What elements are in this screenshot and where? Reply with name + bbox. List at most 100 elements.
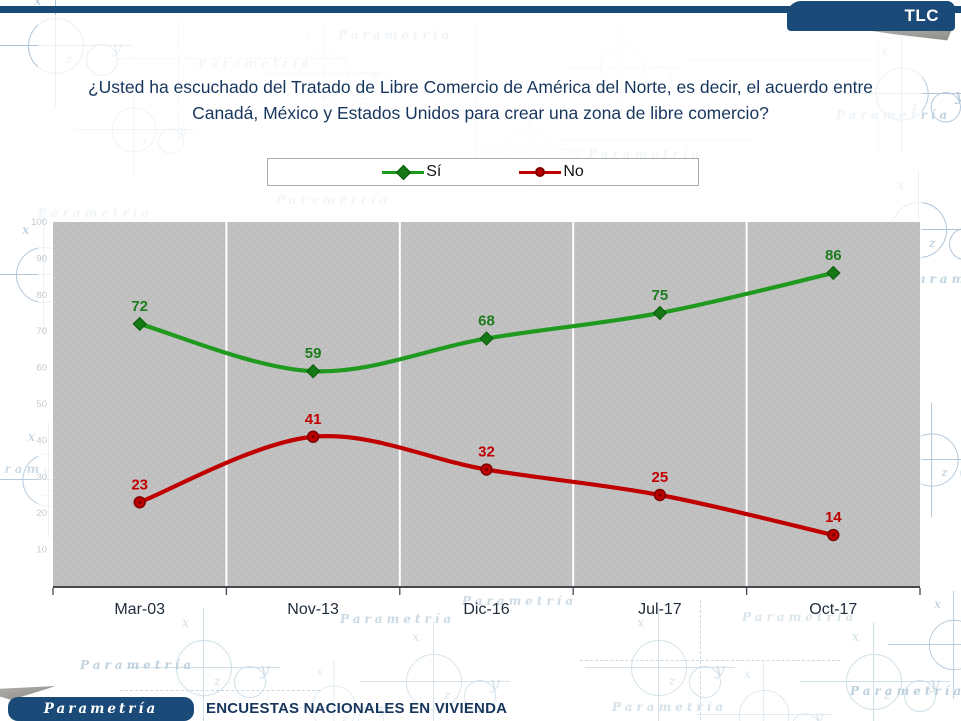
background-sketch-motif: x z y	[130, 608, 280, 721]
background-sketch-motif: x z y	[585, 608, 735, 721]
watermark-letter-x: x	[22, 223, 30, 238]
watermark-letter-x: x	[28, 430, 36, 445]
watermark-letter-y: y	[260, 660, 270, 680]
data-label: 41	[305, 411, 322, 428]
data-marker-center	[484, 467, 489, 472]
chart-legend: Sí No	[267, 158, 699, 186]
watermark-letter-x: x	[412, 630, 420, 645]
legend-marker-no	[519, 166, 562, 178]
data-marker-center	[311, 435, 315, 439]
sketch-shape	[234, 666, 266, 698]
y-tick-label: 70	[36, 326, 47, 337]
watermark-letter-z: z	[884, 688, 891, 702]
watermark-letter-z: z	[342, 712, 348, 721]
background-sketch-motif: x z y	[360, 622, 510, 721]
sketch-shape	[930, 92, 961, 123]
sketch-dashed-line	[580, 660, 840, 661]
sketch-shape	[464, 680, 496, 712]
legend-marker-si	[382, 164, 425, 181]
legend-label-no: No	[563, 163, 584, 180]
background-sketch-motif: x z y	[275, 660, 395, 721]
y-tick-label: 40	[36, 435, 47, 446]
x-tick-label: Jul-17	[638, 601, 682, 618]
sketch-shape	[203, 608, 204, 721]
watermark-letter-x: x	[182, 616, 190, 631]
sketch-shape	[763, 661, 765, 721]
sketch-shape	[360, 681, 510, 682]
top-bar	[0, 6, 961, 13]
watermark-letter-y: y	[814, 707, 824, 721]
data-label: 68	[478, 312, 495, 329]
y-tick-label: 10	[36, 545, 47, 556]
legend-item-si: Sí	[382, 163, 441, 181]
watermark-letter-y: y	[490, 674, 500, 694]
watermark-letter-x: x	[316, 666, 323, 679]
sketch-shape	[433, 622, 434, 721]
watermark-letter-x: x	[934, 598, 941, 612]
watermark-letter-z: z	[941, 465, 948, 479]
data-label: 72	[131, 298, 148, 315]
watermark-letter-x: x	[34, 0, 42, 9]
sketch-shape	[333, 660, 335, 721]
sketch-shape	[800, 681, 950, 682]
sketch-shape	[873, 622, 874, 721]
legend-label-si: Sí	[426, 163, 442, 180]
watermark-text: Parametría	[742, 610, 858, 624]
sketch-shape	[931, 403, 933, 517]
sketch-shape	[697, 714, 833, 715]
footer-caption: ENCUESTAS NACIONALES EN VIVIENDA	[206, 700, 508, 717]
watermark-letter-z: z	[929, 236, 936, 250]
sketch-shape	[904, 680, 936, 712]
data-marker	[305, 364, 321, 379]
watermark-text: Parametría	[462, 594, 578, 608]
sketch-shape	[176, 640, 232, 696]
data-label: 86	[825, 247, 842, 264]
title-line-1: ¿Usted ha escuchado del Tratado de Libre…	[87, 77, 873, 97]
data-label: 25	[652, 469, 669, 486]
y-tick-label: 20	[36, 508, 47, 519]
sketch-shape	[658, 608, 659, 721]
data-label: 23	[131, 476, 148, 493]
sketch-shape	[585, 667, 735, 668]
y-tick-label: 90	[36, 253, 47, 264]
sketch-dashed-line	[120, 690, 320, 691]
parametria-logo: Parametría	[8, 697, 194, 721]
plot-area-texture	[53, 222, 920, 586]
tlc-tab: TLC	[787, 1, 955, 31]
x-tick-label: Oct-17	[809, 601, 857, 618]
data-label: 59	[305, 345, 322, 362]
y-tick-label: 30	[36, 472, 47, 483]
data-label: 75	[652, 287, 669, 304]
sketch-shape	[887, 644, 961, 645]
data-marker-center	[138, 500, 142, 504]
tab-fold-decoration	[858, 29, 952, 41]
legend-item-no: No	[519, 163, 584, 181]
data-marker	[826, 265, 841, 281]
data-label: 32	[478, 444, 495, 461]
y-tick-label: 80	[36, 290, 47, 301]
y-tick-label: 100	[31, 217, 47, 228]
sketch-shape	[631, 640, 687, 696]
watermark-text: Parametría	[612, 700, 728, 714]
page-title: ¿Usted ha escuchado del Tratado de Libre…	[0, 74, 961, 126]
data-marker-center	[831, 533, 835, 537]
data-marker	[479, 331, 494, 346]
background-sketch-motif: x z y	[887, 591, 961, 699]
sketch-shape	[953, 591, 955, 699]
title-line-2: Canadá, México y Estados Unidos para cre…	[192, 103, 769, 123]
parametria-logo-text: Parametría	[43, 701, 159, 717]
background-sketch-motif: x z y	[800, 622, 950, 721]
watermark-letter-y: y	[955, 86, 961, 105]
data-marker	[132, 316, 147, 332]
watermark-text: Parametría	[340, 612, 456, 626]
watermark-letter-z: z	[669, 674, 676, 688]
watermark-letter-y: y	[379, 701, 387, 718]
watermark-letter-z: z	[214, 674, 221, 688]
watermark-letter-x: x	[744, 668, 751, 682]
x-tick-label: Mar-03	[114, 601, 165, 618]
data-label: 14	[825, 509, 842, 526]
x-tick-label: Nov-13	[287, 601, 339, 618]
sketch-shape	[689, 666, 721, 698]
data-marker-center	[658, 493, 662, 497]
